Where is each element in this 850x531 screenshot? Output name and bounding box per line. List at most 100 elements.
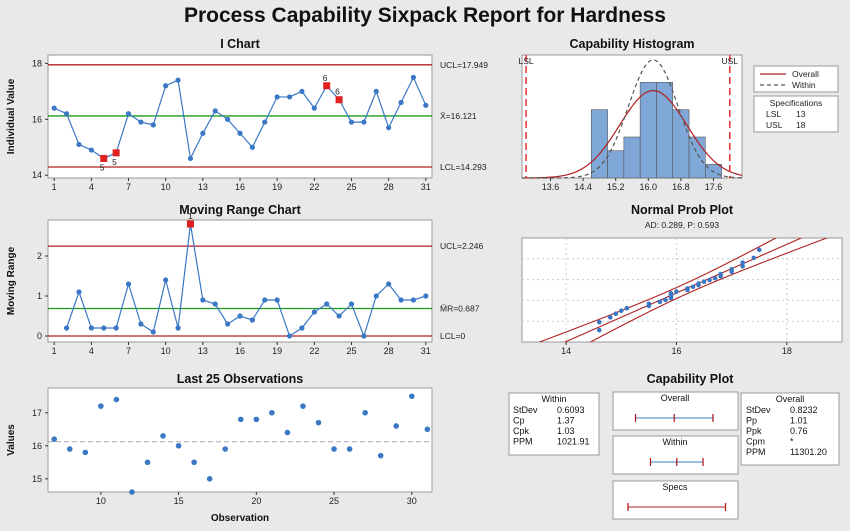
i-chart-point bbox=[410, 74, 417, 80]
histogram-bar bbox=[639, 82, 657, 179]
i-chart-point bbox=[373, 88, 379, 94]
report-title: Process Capability Sixpack Report for Ha… bbox=[183, 4, 666, 27]
i-chart-point bbox=[187, 155, 194, 162]
capplot-specs-label: Specs bbox=[662, 482, 688, 492]
normprob-xtick-label: 18 bbox=[782, 346, 792, 356]
last25-point bbox=[408, 393, 415, 400]
normprob-point bbox=[657, 299, 663, 305]
mr-chart-point bbox=[262, 297, 268, 303]
mr-chart-xtick-label: 4 bbox=[89, 346, 94, 356]
i-chart-xtick-label: 16 bbox=[235, 182, 245, 192]
last25-point bbox=[424, 426, 431, 433]
overall-stat-name: Pp bbox=[746, 416, 757, 426]
i-chart-flag-label: 6 bbox=[323, 73, 328, 83]
i-chart-center-label: X̄=16.121 bbox=[440, 111, 477, 121]
histogram-overall-curve bbox=[521, 89, 743, 179]
mr-chart-center-label: M̄R=0.687 bbox=[440, 304, 480, 314]
legend-within-label: Within bbox=[792, 80, 816, 90]
normprob-point bbox=[624, 305, 630, 311]
within-stat-name: Cpk bbox=[513, 426, 530, 436]
normprob-point bbox=[607, 315, 613, 320]
normprob-point bbox=[751, 255, 757, 261]
i-chart-xtick-label: 31 bbox=[421, 182, 431, 192]
last25-point bbox=[237, 416, 244, 423]
overall-stat-value: 0.8232 bbox=[790, 405, 818, 415]
histogram-within-curve bbox=[521, 59, 743, 179]
within-stat-value: 1.37 bbox=[557, 416, 575, 426]
normprob-point bbox=[729, 266, 734, 272]
last25-point bbox=[206, 475, 213, 482]
mr-chart-xtick-label: 7 bbox=[126, 346, 131, 356]
overall-stats-box bbox=[740, 392, 840, 466]
i-chart-lcl-label: LCL=14.293 bbox=[440, 162, 487, 172]
i-chart-point bbox=[348, 119, 355, 125]
i-chart-point bbox=[150, 122, 156, 128]
capplot-title: Capability Plot bbox=[647, 372, 735, 386]
last25-xtick-label: 10 bbox=[96, 496, 106, 506]
capplot-within-label: Within bbox=[662, 437, 687, 447]
mr-chart-point bbox=[113, 325, 119, 331]
mr-chart-point bbox=[237, 313, 243, 319]
mr-chart-point bbox=[373, 293, 379, 299]
last25-title: Last 25 Observations bbox=[177, 372, 303, 386]
within-stat-value: 1.03 bbox=[557, 426, 575, 436]
mr-chart-ytick-label: 2 bbox=[37, 251, 42, 261]
last25-xtick-label: 25 bbox=[329, 496, 339, 506]
histogram-bar bbox=[623, 136, 641, 179]
normprob-point bbox=[696, 281, 701, 286]
mr-chart-point bbox=[138, 321, 144, 327]
normprob-point bbox=[663, 297, 668, 303]
i-chart-point bbox=[299, 88, 305, 94]
i-chart-point bbox=[200, 130, 206, 136]
i-chart-ylabel: Individual Value bbox=[6, 78, 17, 154]
overall-stat-name: StDev bbox=[746, 405, 771, 415]
last25-point bbox=[160, 433, 166, 439]
i-chart-flag-label: 5 bbox=[100, 162, 105, 172]
mr-chart-lcl-label: LCL=0 bbox=[440, 331, 466, 341]
mr-chart-point bbox=[299, 325, 305, 331]
last25-point bbox=[331, 446, 337, 452]
last25-xtick-label: 30 bbox=[407, 496, 417, 506]
last25-point bbox=[362, 409, 368, 416]
i-chart-point bbox=[386, 125, 392, 131]
histogram-lsl-tag: LSL bbox=[519, 56, 534, 66]
histogram-xtick-label: 14.4 bbox=[574, 182, 592, 192]
i-chart-point bbox=[88, 147, 94, 153]
within-stats-box bbox=[508, 392, 600, 456]
specs-lsl-value: 13 bbox=[796, 109, 806, 119]
mr-chart-frame bbox=[47, 219, 433, 343]
last25-point bbox=[253, 416, 260, 423]
i-chart-point bbox=[212, 108, 218, 114]
mr-chart-xtick-label: 28 bbox=[384, 346, 394, 356]
overall-stat-name: Cpm bbox=[746, 437, 765, 447]
i-chart-point bbox=[175, 77, 181, 83]
mr-chart-ytick-label: 0 bbox=[37, 331, 42, 341]
normprob-point bbox=[718, 271, 723, 277]
histogram-xtick-label: 16.0 bbox=[640, 182, 658, 192]
i-chart-xtick-label: 7 bbox=[126, 182, 131, 192]
mr-chart-point bbox=[225, 321, 231, 327]
i-chart-point bbox=[125, 111, 132, 117]
specs-lsl-label: LSL bbox=[766, 109, 781, 119]
overall-stat-name: PPM bbox=[746, 447, 766, 457]
normprob-point bbox=[646, 301, 652, 307]
mr-chart-xtick-label: 16 bbox=[235, 346, 245, 356]
normprob-point bbox=[596, 319, 602, 325]
mr-chart-series-line bbox=[66, 223, 426, 338]
histogram-xtick-label: 15.2 bbox=[607, 182, 625, 192]
overall-stat-value: 11301.20 bbox=[790, 447, 827, 457]
mr-chart-point bbox=[63, 325, 70, 331]
histogram-xtick-label: 16.8 bbox=[672, 182, 690, 192]
within-stats-heading: Within bbox=[541, 394, 566, 404]
i-chart-flag-label: 5 bbox=[112, 157, 117, 167]
normprob-point bbox=[701, 279, 707, 285]
last25-xtick-label: 15 bbox=[174, 496, 184, 506]
i-chart-flagged-point bbox=[323, 82, 331, 90]
last25-point bbox=[346, 446, 353, 452]
mr-chart-point bbox=[150, 329, 156, 335]
mr-chart-title: Moving Range Chart bbox=[179, 203, 301, 217]
i-chart-ytick-label: 14 bbox=[32, 170, 42, 180]
mr-chart-point bbox=[274, 297, 280, 303]
histogram-bar bbox=[607, 150, 625, 179]
